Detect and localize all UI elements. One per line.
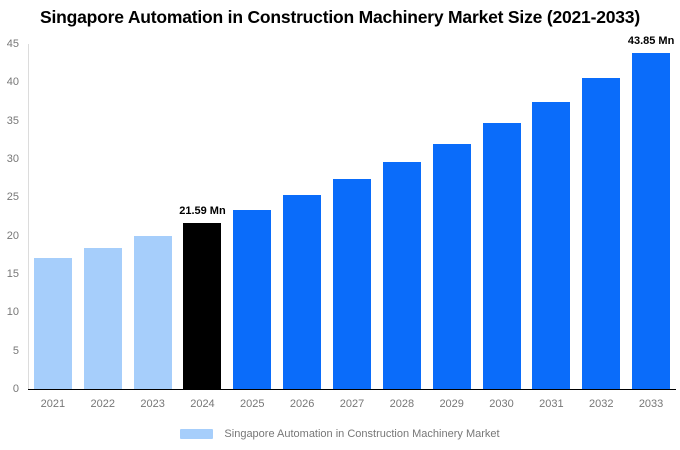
bar-2027 (333, 179, 371, 389)
x-tick-label-2024: 2024 (190, 398, 215, 410)
y-tick-label-10: 10 (6, 306, 19, 319)
bar-2028 (382, 162, 421, 389)
x-tick-label-2022: 2022 (90, 398, 115, 410)
y-tick-label-25: 25 (6, 191, 19, 204)
x-tick-label-2032: 2032 (588, 398, 614, 410)
y-axis-line (28, 44, 29, 389)
bar-2030 (482, 123, 521, 389)
bar-2023 (133, 236, 172, 389)
y-tick-label-35: 35 (6, 114, 19, 127)
x-tick-label-2033: 2033 (638, 398, 664, 410)
x-tick-label-2027: 2027 (339, 398, 365, 410)
x-tick-label-2030: 2030 (489, 398, 514, 410)
legend-swatch (180, 429, 214, 439)
legend-label: Singapore Automation in Construction Mac… (224, 428, 500, 440)
x-tick-label-2025: 2025 (240, 398, 265, 410)
bar-annotation-2024: 21.59 Mn (179, 205, 226, 218)
y-tick-label-20: 20 (6, 229, 19, 242)
bar-2031 (532, 101, 571, 389)
x-tick-label-2031: 2031 (539, 398, 564, 410)
chart-title: Singapore Automation in Construction Mac… (40, 7, 640, 27)
y-tick-label-40: 40 (6, 76, 19, 89)
x-tick-label-2029: 2029 (439, 398, 464, 410)
bar-2024 (183, 223, 222, 389)
y-tick-label-0: 0 (12, 383, 19, 395)
x-axis-line (28, 389, 676, 390)
x-tick-label-2026: 2026 (289, 398, 315, 410)
bar-2026 (283, 195, 322, 389)
y-tick-label-15: 15 (6, 268, 19, 280)
bar-2029 (432, 143, 471, 389)
bar-2021 (33, 258, 72, 389)
y-tick-label-45: 45 (6, 38, 19, 50)
bar-annotation-2033: 43.85 Mn (627, 34, 675, 47)
bar-2025 (233, 209, 272, 389)
bar-2022 (83, 247, 122, 389)
x-tick-label-2028: 2028 (389, 398, 415, 410)
legend: Singapore Automation in Construction Mac… (0, 427, 680, 441)
y-tick-label-30: 30 (6, 153, 19, 165)
x-tick-label-2023: 2023 (140, 398, 165, 410)
y-tick-label-5: 5 (12, 344, 19, 357)
bar-2033 (632, 52, 671, 389)
bar-2032 (582, 78, 621, 389)
x-tick-label-2021: 2021 (40, 398, 66, 410)
